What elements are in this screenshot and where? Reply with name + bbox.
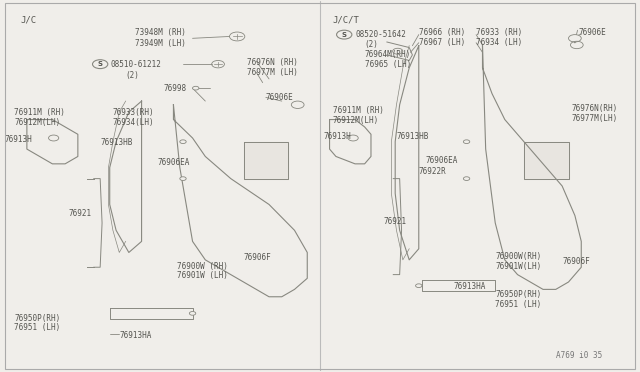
Text: 76913HB: 76913HB	[396, 132, 429, 141]
Text: 76901W(LH): 76901W(LH)	[495, 262, 541, 270]
Text: 76911M (RH): 76911M (RH)	[14, 108, 65, 118]
Text: 76912M(LH): 76912M(LH)	[333, 116, 379, 125]
Text: J/C/T: J/C/T	[333, 15, 360, 24]
Text: 76913HA: 76913HA	[119, 331, 152, 340]
Text: 76906F: 76906F	[244, 253, 271, 263]
Text: 76913H: 76913H	[4, 135, 33, 144]
Polygon shape	[244, 142, 288, 179]
Text: 73948M (RH): 73948M (RH)	[135, 28, 186, 37]
Text: 76951 (LH): 76951 (LH)	[14, 323, 60, 332]
Text: 76913HB: 76913HB	[100, 138, 132, 147]
Text: 76934 (LH): 76934 (LH)	[476, 38, 522, 47]
Text: 76950P(RH): 76950P(RH)	[495, 291, 541, 299]
Text: 08520-51642: 08520-51642	[355, 30, 406, 39]
Text: S: S	[98, 61, 102, 67]
Text: 76900W(RH): 76900W(RH)	[495, 251, 541, 261]
Text: 76976N(RH): 76976N(RH)	[572, 104, 618, 113]
Text: 76950P(RH): 76950P(RH)	[14, 314, 60, 323]
Text: 76912M(LH): 76912M(LH)	[14, 118, 60, 127]
Circle shape	[415, 284, 422, 288]
Circle shape	[463, 177, 470, 180]
Text: S: S	[342, 32, 347, 38]
Circle shape	[568, 35, 581, 42]
Text: 76998: 76998	[164, 84, 187, 93]
Text: 76976N (RH): 76976N (RH)	[246, 58, 298, 67]
Text: (2): (2)	[125, 71, 140, 80]
Text: 76951 (LH): 76951 (LH)	[495, 300, 541, 310]
Text: 76911M (RH): 76911M (RH)	[333, 106, 383, 115]
Text: 76977M(LH): 76977M(LH)	[572, 114, 618, 123]
Text: 76977M (LH): 76977M (LH)	[246, 68, 298, 77]
Text: J/C: J/C	[20, 15, 36, 24]
Text: 76964M(RH): 76964M(RH)	[365, 51, 411, 60]
Text: 08510-61212: 08510-61212	[111, 60, 162, 69]
Text: 76966 (RH): 76966 (RH)	[419, 28, 465, 37]
Circle shape	[463, 140, 470, 144]
Text: 76934(LH): 76934(LH)	[113, 118, 154, 127]
Polygon shape	[524, 142, 568, 179]
Text: 76906EA: 76906EA	[425, 156, 458, 166]
Circle shape	[180, 177, 186, 180]
Circle shape	[180, 140, 186, 144]
Text: 76921: 76921	[68, 209, 92, 218]
Text: 76906E: 76906E	[266, 93, 294, 102]
Text: 76967 (LH): 76967 (LH)	[419, 38, 465, 47]
Text: 76933(RH): 76933(RH)	[113, 108, 154, 118]
Text: 76922R: 76922R	[419, 167, 447, 176]
Text: 76921: 76921	[384, 217, 407, 225]
Text: 76965 (LH): 76965 (LH)	[365, 60, 411, 70]
Text: 76906EA: 76906EA	[157, 157, 190, 167]
Circle shape	[193, 86, 199, 90]
Text: 76906F: 76906F	[562, 257, 590, 266]
Text: 73949M (LH): 73949M (LH)	[135, 39, 186, 48]
Circle shape	[189, 311, 196, 315]
Text: 76901W (LH): 76901W (LH)	[177, 271, 227, 280]
Text: A769 i0 35: A769 i0 35	[556, 351, 602, 360]
Text: 76913HA: 76913HA	[454, 282, 486, 291]
Text: 76906E: 76906E	[578, 28, 606, 37]
Text: 76913H: 76913H	[323, 132, 351, 141]
Text: 76900W (RH): 76900W (RH)	[177, 262, 227, 270]
Text: (2): (2)	[365, 41, 378, 49]
Text: 76933 (RH): 76933 (RH)	[476, 28, 522, 37]
Circle shape	[291, 101, 304, 109]
